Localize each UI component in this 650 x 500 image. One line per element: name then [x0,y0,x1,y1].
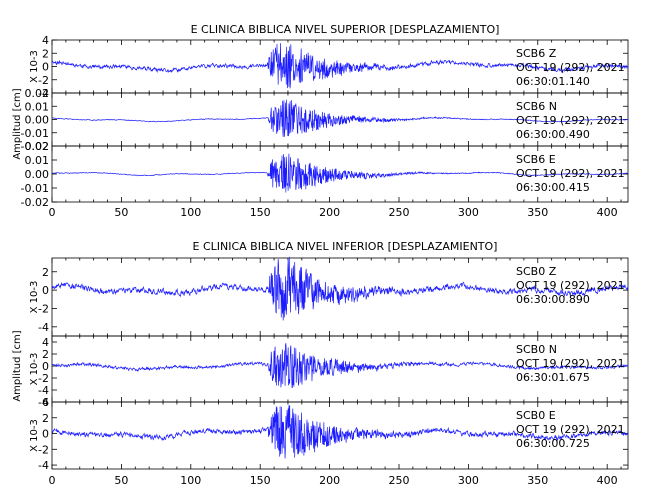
x-tick-label: 50 [114,206,128,219]
chart-title: E CLINICA BIBLICA NIVEL INFERIOR [DESPLA… [193,240,498,253]
waveform-trace [52,43,628,89]
y-tick-label: 4 [42,34,49,47]
y-tick-label: -2 [38,302,49,315]
x-tick-label: 350 [527,206,548,219]
y-tick-label: -4 [38,459,49,472]
x-tick-label: 150 [250,206,271,219]
y-tick-label: 0 [42,360,49,373]
y-tick-label: -4 [38,87,49,100]
x-tick-label: 400 [597,474,618,487]
waveform-trace [52,405,628,459]
y-multiplier-label: X 10-3 [29,419,40,452]
station-label: SCB6 Z [516,47,557,60]
x-tick-label: 50 [114,474,128,487]
y-tick-label: 0.01 [25,100,50,113]
y-tick-label: 2 [42,412,49,425]
y-tick-label: -0.01 [21,182,49,195]
y-tick-label: -0.02 [21,140,49,153]
y-tick-label: 0.02 [25,140,50,153]
date-label: OCT 19 (292), 2021 [516,357,625,370]
y-tick-label: 0 [42,428,49,441]
y-tick-label: -6 [38,396,49,409]
station-label: SCB0 Z [516,265,557,278]
station-label: SCB0 E [516,409,556,422]
y-tick-label: -0.01 [21,127,49,140]
x-tick-label: 200 [319,474,340,487]
x-tick-label: 100 [180,474,201,487]
y-tick-label: 2 [42,266,49,279]
chart-group-1: E CLINICA BIBLICA NIVEL SUPERIOR [DESPLA… [12,23,629,219]
date-label: OCT 19 (292), 2021 [516,279,625,292]
y-tick-label: 0.00 [25,114,50,127]
y-tick-label: 2 [42,47,49,60]
y-tick-label: 4 [42,396,49,409]
y-tick-label: 0.02 [25,87,50,100]
waveform-trace [52,153,628,193]
date-label: OCT 19 (292), 2021 [516,167,625,180]
y-tick-label: 0 [42,61,49,74]
station-label: SCB6 E [516,153,556,166]
x-tick-label: 350 [527,474,548,487]
date-label: OCT 19 (292), 2021 [516,61,625,74]
y-tick-label: 0.00 [25,168,50,181]
y-tick-label: -2 [38,372,49,385]
time-label: 06:30:00.490 [516,128,590,141]
x-tick-label: 400 [597,206,618,219]
time-label: 06:30:00.415 [516,181,590,194]
x-tick-label: 300 [458,206,479,219]
x-tick-label: 100 [180,206,201,219]
time-label: 06:30:01.675 [516,371,590,384]
x-tick-label: 200 [319,206,340,219]
y-multiplier-label: X 10-3 [29,50,40,83]
panel-frame [51,401,629,470]
time-label: 06:30:01.140 [516,75,590,88]
x-tick-label: 300 [458,474,479,487]
chart-title: E CLINICA BIBLICA NIVEL SUPERIOR [DESPLA… [191,23,500,36]
waveform-trace [52,256,628,321]
station-label: SCB0 N [516,343,557,356]
y-tick-label: 2 [42,348,49,361]
y-multiplier-label: X 10-3 [29,353,40,386]
x-tick-label: 250 [388,474,409,487]
y-tick-label: -4 [38,384,49,397]
date-label: OCT 19 (292), 2021 [516,114,625,127]
x-tick-label: 250 [388,206,409,219]
time-label: 06:30:00.890 [516,293,590,306]
y-multiplier-label: X 10-3 [29,281,40,314]
date-label: OCT 19 (292), 2021 [516,423,625,436]
x-tick-label: 0 [49,474,56,487]
time-label: 06:30:00.725 [516,437,590,450]
waveform-trace [52,343,628,388]
y-tick-label: -2 [38,74,49,87]
y-axis-label: Amplitud [cm] [12,330,23,401]
x-tick-label: 150 [250,474,271,487]
y-tick-label: -0.02 [21,196,49,209]
y-tick-label: -4 [38,321,49,334]
chart-group-2: E CLINICA BIBLICA NIVEL INFERIOR [DESPLA… [12,240,629,487]
y-tick-label: 0.01 [25,154,50,167]
y-tick-label: -2 [38,443,49,456]
y-tick-label: 0 [42,284,49,297]
waveform-trace [52,99,628,137]
y-tick-label: 4 [42,336,49,349]
station-label: SCB6 N [516,100,557,113]
y-axis-label: Amplitud [cm] [12,88,23,159]
x-tick-label: 0 [49,206,56,219]
